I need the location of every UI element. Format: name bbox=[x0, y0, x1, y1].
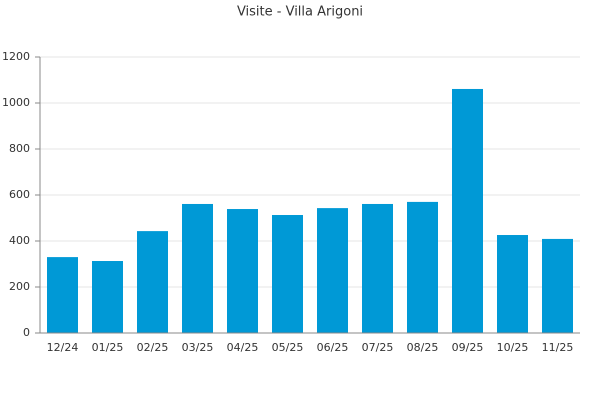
y-tick-label: 600 bbox=[9, 188, 30, 201]
x-tick-label: 07/25 bbox=[362, 341, 394, 354]
y-tick-label: 1200 bbox=[2, 50, 30, 63]
bar bbox=[227, 209, 258, 333]
bar bbox=[542, 238, 573, 333]
x-tick-label: 03/25 bbox=[182, 341, 214, 354]
bar bbox=[47, 257, 78, 333]
x-tick-label: 12/24 bbox=[47, 341, 79, 354]
x-tick-label: 06/25 bbox=[317, 341, 349, 354]
bar bbox=[92, 261, 123, 333]
x-tick-label: 10/25 bbox=[497, 341, 529, 354]
bar bbox=[407, 201, 438, 333]
bar bbox=[497, 235, 528, 333]
x-tick-label: 01/25 bbox=[92, 341, 124, 354]
y-tick-label: 0 bbox=[23, 326, 30, 339]
x-tick-label: 05/25 bbox=[272, 341, 304, 354]
y-tick-label: 800 bbox=[9, 142, 30, 155]
y-tick-label: 400 bbox=[9, 234, 30, 247]
x-tick-label: 02/25 bbox=[137, 341, 169, 354]
bar bbox=[452, 88, 483, 333]
x-tick-label: 04/25 bbox=[227, 341, 259, 354]
y-tick-label: 1000 bbox=[2, 96, 30, 109]
x-tick-label: 08/25 bbox=[407, 341, 439, 354]
bar bbox=[362, 203, 393, 333]
bar bbox=[182, 203, 213, 333]
bar bbox=[317, 208, 348, 333]
y-tick-label: 200 bbox=[9, 280, 30, 293]
chart-title: Visite - Villa Arigoni bbox=[237, 5, 363, 20]
bar bbox=[272, 215, 303, 333]
x-tick-label: 11/25 bbox=[542, 341, 574, 354]
bar bbox=[137, 231, 168, 333]
x-tick-label: 09/25 bbox=[452, 341, 484, 354]
